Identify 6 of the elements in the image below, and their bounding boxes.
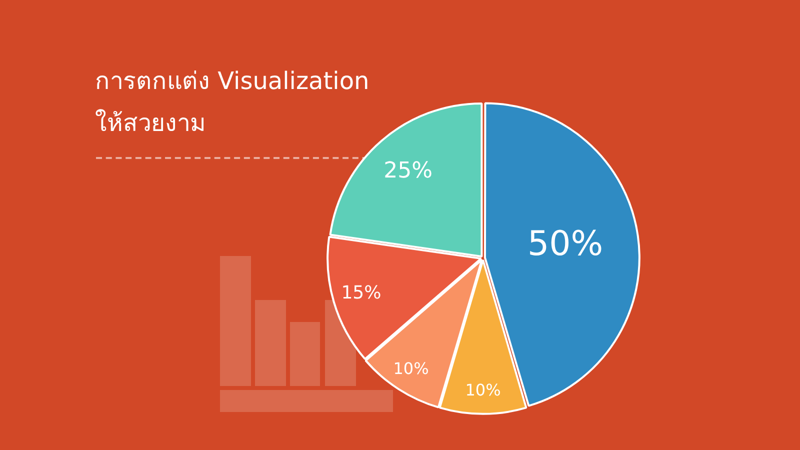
data-label: 50% <box>527 224 604 264</box>
chart-title: การตกแต่ง Visualization ให้สวยงาม <box>95 66 370 139</box>
data-label: 15% <box>341 282 382 304</box>
data-label: 10% <box>465 380 501 400</box>
data-label: 10% <box>393 359 429 378</box>
data-label: 25% <box>384 158 433 184</box>
